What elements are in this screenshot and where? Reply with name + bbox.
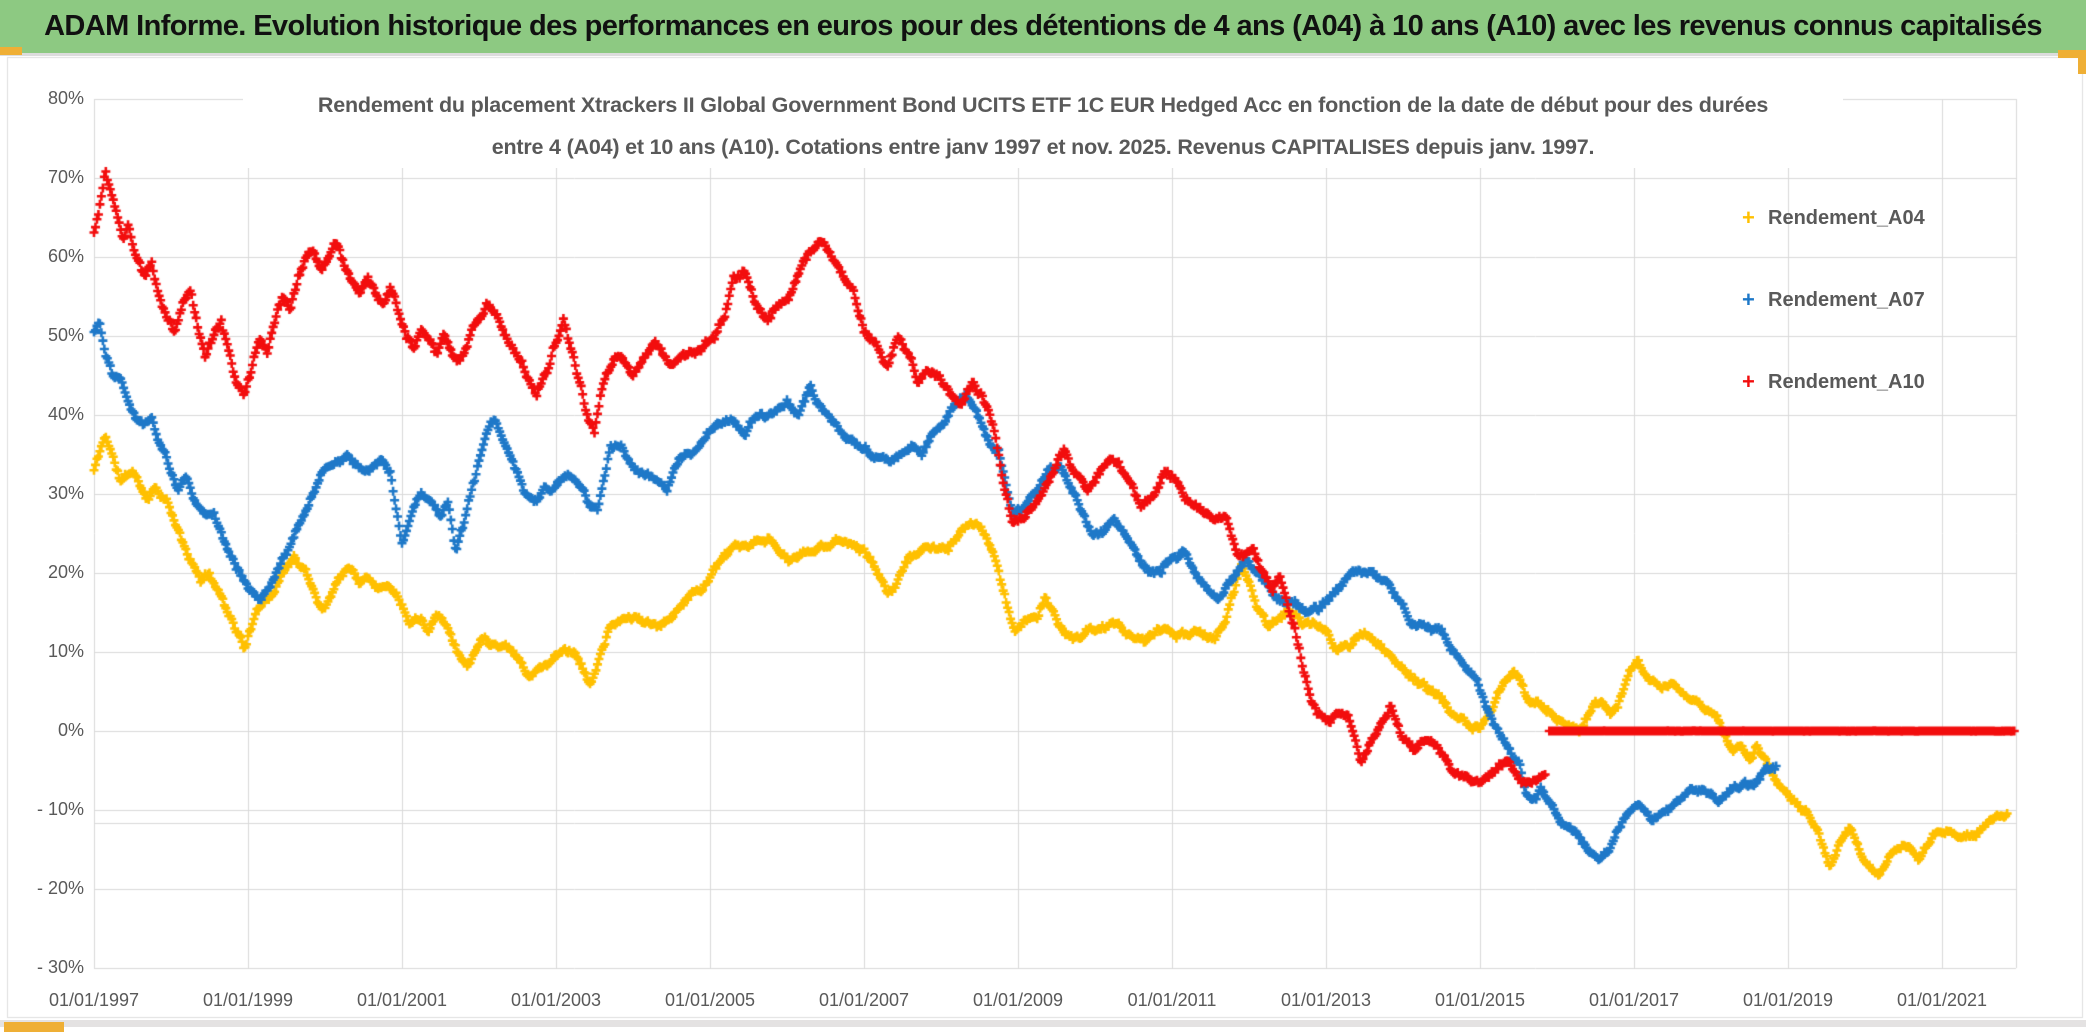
y-tick-label: 40%	[47, 404, 84, 424]
x-tick-label: 01/01/2007	[818, 990, 910, 1010]
legend-item-rendement-a04[interactable]: + Rendement_A04	[1742, 198, 1925, 238]
y-tick-label: - 20%	[36, 878, 84, 898]
x-tick-label: 01/01/2021	[1896, 990, 1988, 1010]
chart-title-line1: Rendement du placement Xtrackers II Glob…	[317, 93, 1769, 117]
plus-marker-icon: +	[1742, 369, 1755, 394]
x-tick-label: 01/01/2011	[1127, 990, 1217, 1010]
x-tick-label: 01/01/2001	[356, 990, 448, 1010]
bottom-edge-strip	[0, 1020, 2086, 1027]
legend-item-rendement-a10[interactable]: + Rendement_A10	[1742, 362, 1925, 402]
x-tick-label: 01/01/2015	[1434, 990, 1526, 1010]
x-tick-label: 01/01/1997	[48, 990, 140, 1010]
gold-accent-top-right-v	[2078, 50, 2086, 74]
x-tick-label: 01/01/2009	[972, 990, 1064, 1010]
y-tick-label: 70%	[47, 167, 84, 187]
header-banner: ADAM Informe. Evolution historique des p…	[0, 0, 2086, 53]
y-tick-label: - 30%	[36, 957, 84, 977]
x-tick-label: 01/01/2003	[510, 990, 602, 1010]
y-tick-label: 10%	[47, 641, 84, 661]
x-tick-label: 01/01/2005	[664, 990, 756, 1010]
y-tick-label: 60%	[47, 246, 84, 266]
x-tick-label: 01/01/2017	[1588, 990, 1680, 1010]
y-tick-label: 50%	[47, 325, 84, 345]
y-tick-label: - 10%	[36, 799, 84, 819]
plus-marker-icon: +	[1742, 205, 1755, 230]
y-tick-label: 30%	[47, 483, 84, 503]
legend-item-rendement-a07[interactable]: + Rendement_A07	[1742, 280, 1925, 320]
header-shadow-divider	[0, 53, 2086, 56]
legend-item-label: Rendement_A04	[1768, 206, 1925, 229]
chart-title[interactable]: Rendement du placement Xtrackers II Glob…	[243, 84, 1843, 168]
legend-item-label: Rendement_A07	[1768, 288, 1925, 311]
gold-accent-bottom-left	[4, 1022, 64, 1032]
y-tick-label: 80%	[47, 88, 84, 108]
x-tick-label: 01/01/2013	[1280, 990, 1372, 1010]
y-tick-label: 0%	[57, 720, 84, 740]
legend-item-label: Rendement_A10	[1768, 370, 1925, 393]
x-tick-label: 01/01/1999	[202, 990, 294, 1010]
header-title: ADAM Informe. Evolution historique des p…	[44, 10, 2042, 42]
gold-accent-top-right-h	[2058, 50, 2086, 58]
plus-marker-icon: +	[1742, 287, 1755, 312]
gold-accent-top-left	[0, 47, 22, 55]
y-tick-label: 20%	[47, 562, 84, 582]
chart-title-line2: entre 4 (A04) et 10 ans (A10). Cotations…	[491, 135, 1595, 159]
x-tick-label: 01/01/2019	[1742, 990, 1834, 1010]
